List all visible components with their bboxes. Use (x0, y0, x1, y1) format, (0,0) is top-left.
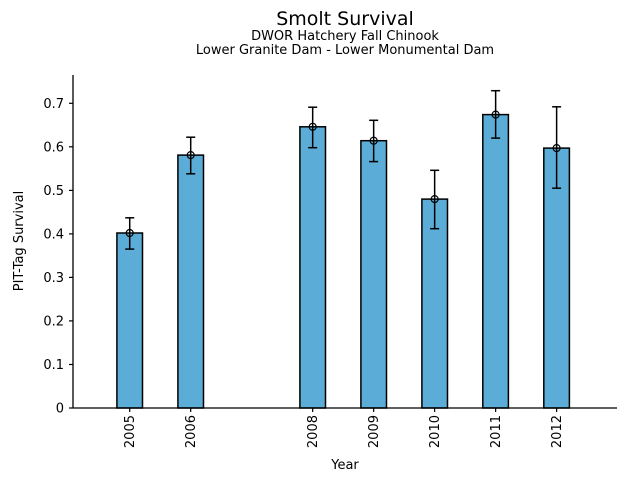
x-tick-label-2009: 2009 (367, 415, 382, 448)
y-tick-label-0.5: 0.5 (43, 184, 64, 199)
y-tick-label-0.6: 0.6 (43, 140, 64, 155)
x-axis-label: Year (331, 458, 359, 473)
point-marker-2011 (491, 110, 500, 119)
point-marker-2005 (125, 228, 134, 238)
x-tick-label-2012: 2012 (550, 415, 565, 448)
bar-2006 (177, 154, 205, 409)
x-tick-label-2010: 2010 (428, 415, 443, 448)
bar-2010 (421, 198, 449, 409)
y-tick-label-0: 0 (56, 402, 64, 417)
bar-2012 (543, 147, 571, 409)
point-marker-2012 (552, 144, 561, 153)
y-tick-label-0.7: 0.7 (43, 97, 64, 112)
y-tick-label-0.1: 0.1 (43, 358, 64, 373)
bar-2009 (360, 139, 388, 409)
point-marker-2009 (369, 136, 378, 145)
chart-subtitle-line1: DWOR Hatchery Fall Chinook (251, 29, 439, 44)
x-tick-label-2005: 2005 (123, 415, 138, 448)
bar-2005 (116, 232, 144, 409)
y-tick-label-0.2: 0.2 (43, 314, 64, 329)
point-marker-2008 (308, 122, 317, 131)
x-tick-label-2008: 2008 (306, 415, 321, 448)
chart-subtitle-line2: Lower Granite Dam - Lower Monumental Dam (195, 43, 495, 58)
bar-2008 (299, 126, 327, 409)
x-tick-label-2011: 2011 (489, 415, 504, 448)
x-tick-label-2006: 2006 (184, 415, 199, 448)
y-tick-label-0.4: 0.4 (43, 227, 64, 242)
bar-2011 (482, 113, 510, 409)
chart-title: Smolt Survival (276, 8, 414, 30)
y-axis-label: PIT-Tag Survival (12, 190, 27, 292)
point-marker-2006 (186, 151, 195, 160)
y-tick-label-0.3: 0.3 (43, 271, 64, 286)
point-marker-2010 (430, 195, 439, 204)
